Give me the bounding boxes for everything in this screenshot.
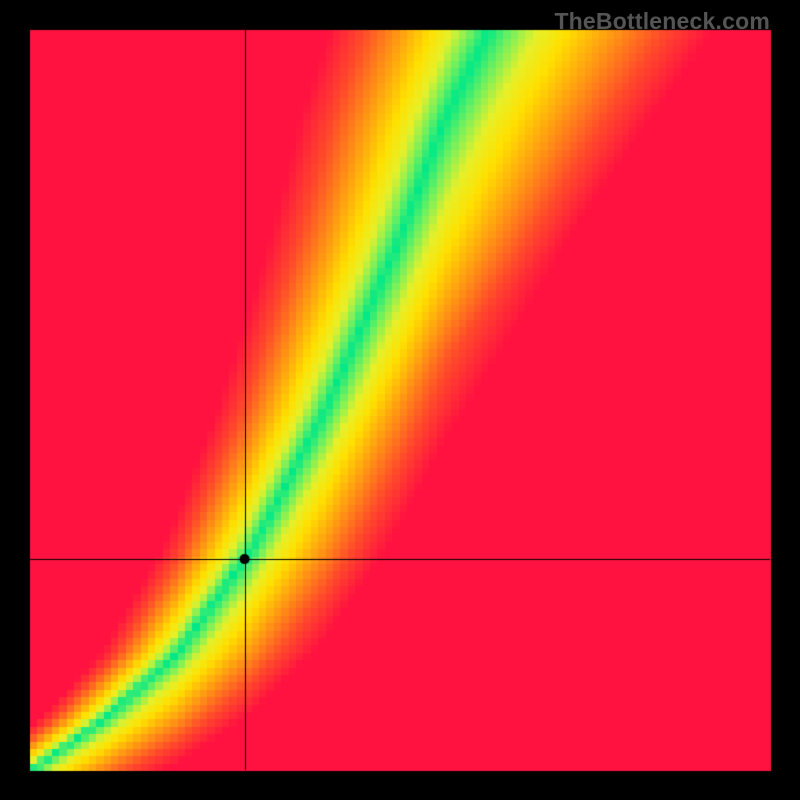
bottleneck-heatmap (0, 0, 800, 800)
attribution-label: TheBottleneck.com (554, 8, 770, 35)
chart-container: TheBottleneck.com (0, 0, 800, 800)
